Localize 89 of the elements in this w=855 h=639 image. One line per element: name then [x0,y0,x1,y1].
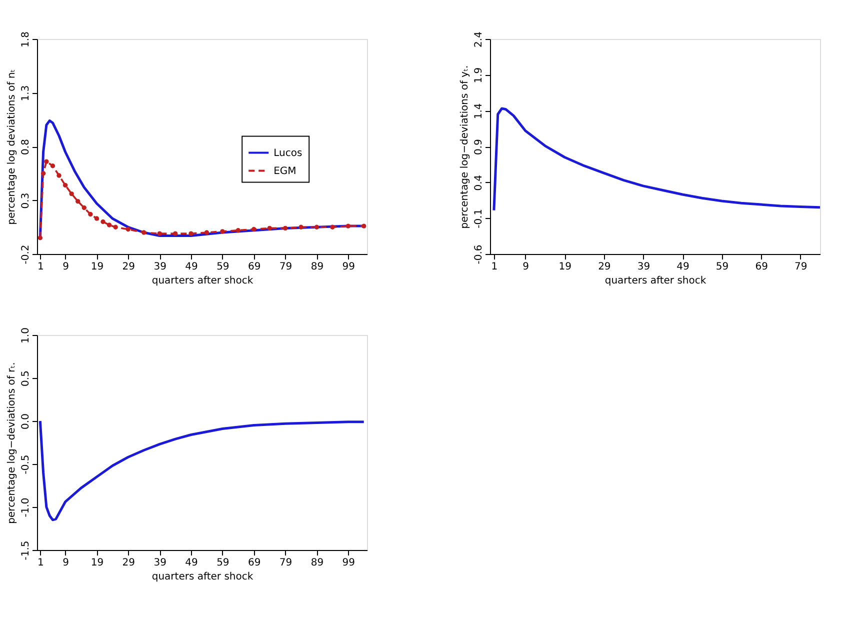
point [172,231,178,236]
x-tick-label: 1 [37,558,44,568]
y-tick-label: -1.5 [20,540,32,560]
y-tick-label: 2.4 [474,32,484,48]
x-tick-label: 9 [62,558,69,568]
x-tick-label: 49 [185,262,198,272]
point [362,224,366,228]
x-tick-label: 69 [248,558,261,568]
point [298,224,304,230]
y-tick-label: -0.5 [20,454,32,474]
x-tick-label: 29 [598,262,611,272]
y-tick-label: -1.0 [20,498,32,518]
point [56,173,62,178]
x-axis-title: quarters after shock [152,276,254,286]
line-series [492,107,820,212]
point [88,212,93,217]
x-tick-label: 49 [676,262,690,272]
x-tick-label: 59 [716,262,729,272]
point [76,198,80,204]
y-tick-label: 0.8 [20,139,32,155]
y-tick-label: 1.9 [474,67,484,84]
x-tick-label: 39 [154,262,166,272]
point [157,231,162,236]
y-tick-label: 1.3 [20,85,32,102]
y-tick-label: 0.0 [20,414,32,430]
point [267,226,272,231]
x-tick-label: 9 [62,262,69,272]
point [188,231,194,236]
x-tick-label: 19 [558,262,572,272]
y-tick-label: -0.1 [474,208,484,228]
point [204,230,210,235]
line-series [38,420,366,522]
point [113,224,118,230]
point [252,226,256,232]
point [330,224,335,230]
point [126,226,130,232]
x-axis-title: quarters after shock [152,572,254,582]
point [82,205,86,210]
x-tick-label: 59 [216,262,230,272]
x-axis-title: quarters after shock [604,276,706,286]
x-tick-label: 89 [310,558,324,568]
x-tick-label: 79 [279,262,292,272]
y-axis-title: percentage log−deviations of rₜ. [6,362,18,524]
y-axis-title: percentage log deviations of nₜ [6,69,18,225]
y-tick-label: 0.3 [20,192,32,209]
legend-label: Lucos [274,148,302,159]
point [50,164,56,168]
legend-label: EGM [274,166,296,177]
x-tick-label: 19 [90,262,104,272]
y-tick-label: 1.0 [20,328,32,344]
x-tick-label: 79 [794,262,808,272]
x-tick-label: 89 [310,262,324,272]
x-tick-label: 79 [279,558,292,568]
y-tick-label: -0.6 [474,244,484,264]
point [314,224,320,230]
point [236,228,240,233]
x-tick-label: 19 [90,558,104,568]
y-tick-label: -0.2 [20,244,32,264]
y-tick-label: 0.9 [474,139,484,155]
y-tick-label: 1.4 [474,103,484,120]
point [106,222,112,228]
x-tick-label: 69 [248,262,261,272]
x-tick-label: 59 [216,558,230,568]
x-tick-label: 29 [122,262,136,272]
point [44,159,49,164]
x-tick-label: 99 [342,262,356,272]
y-axis-title: percentage log−deviations of yₜ. [460,65,470,229]
point [69,191,74,196]
point [282,226,288,231]
x-tick-label: 39 [154,558,166,568]
x-tick-label: 49 [185,558,198,568]
point [100,219,106,224]
point [142,230,146,235]
point [220,229,225,234]
y-tick-label: 0.4 [474,174,484,191]
point [40,171,46,176]
x-tick-label: 39 [637,262,650,272]
x-tick-label: 69 [755,262,768,272]
x-tick-label: 1 [37,262,44,272]
point [38,236,42,240]
x-tick-label: 1 [491,262,498,272]
y-tick-label: 0.5 [20,370,32,386]
x-tick-label: 29 [122,558,136,568]
point [346,224,350,228]
x-tick-label: 9 [522,262,530,272]
point [62,182,68,188]
x-tick-label: 99 [342,558,356,568]
point [94,216,100,221]
y-tick-label: 1.8 [20,32,32,48]
